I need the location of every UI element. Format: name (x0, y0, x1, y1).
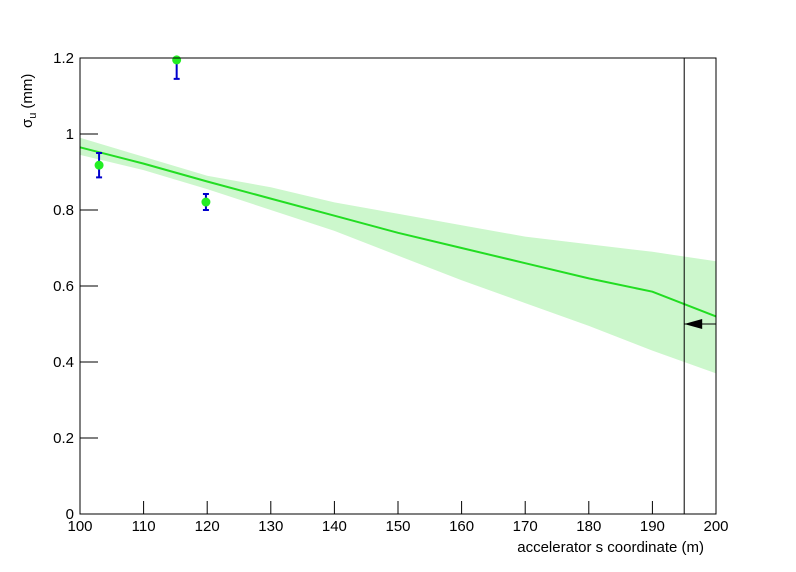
y-tick-label: 1.2 (53, 50, 74, 67)
x-tick-label: 190 (640, 518, 665, 535)
x-tick-label: 160 (449, 518, 474, 535)
y-tick-label: 0.8 (53, 202, 74, 219)
fit-line (79, 146, 717, 318)
x-tick-label: 120 (195, 518, 220, 535)
y-tick-label: 0.6 (53, 278, 74, 295)
x-tick-label: 170 (513, 518, 538, 535)
confidence-band (80, 137, 716, 374)
x-axis-label: accelerator s coordinate (m) (517, 539, 704, 556)
y-tick-label: 0.4 (53, 354, 74, 371)
data-point (201, 197, 211, 207)
x-tick-label: 110 (132, 518, 156, 535)
y-tick-label: 0.2 (53, 430, 74, 447)
data-point (172, 55, 182, 65)
data-point (94, 160, 104, 170)
x-tick-label: 150 (385, 518, 410, 535)
x-tick-label: 140 (322, 518, 347, 535)
y-tick-label: 1 (66, 126, 74, 143)
y-axis-label: σu (mm) (19, 74, 39, 128)
y-symbol: σ (19, 118, 36, 128)
arrow-head (684, 319, 703, 329)
y-subscript: u (27, 113, 39, 119)
x-tick-label: 130 (258, 518, 283, 535)
y-tick-label: 0 (66, 506, 74, 523)
x-tick-label: 100 (67, 518, 92, 535)
y-unit: (mm) (19, 74, 36, 109)
x-tick-label: 200 (703, 518, 728, 535)
x-tick-label: 180 (576, 518, 601, 535)
